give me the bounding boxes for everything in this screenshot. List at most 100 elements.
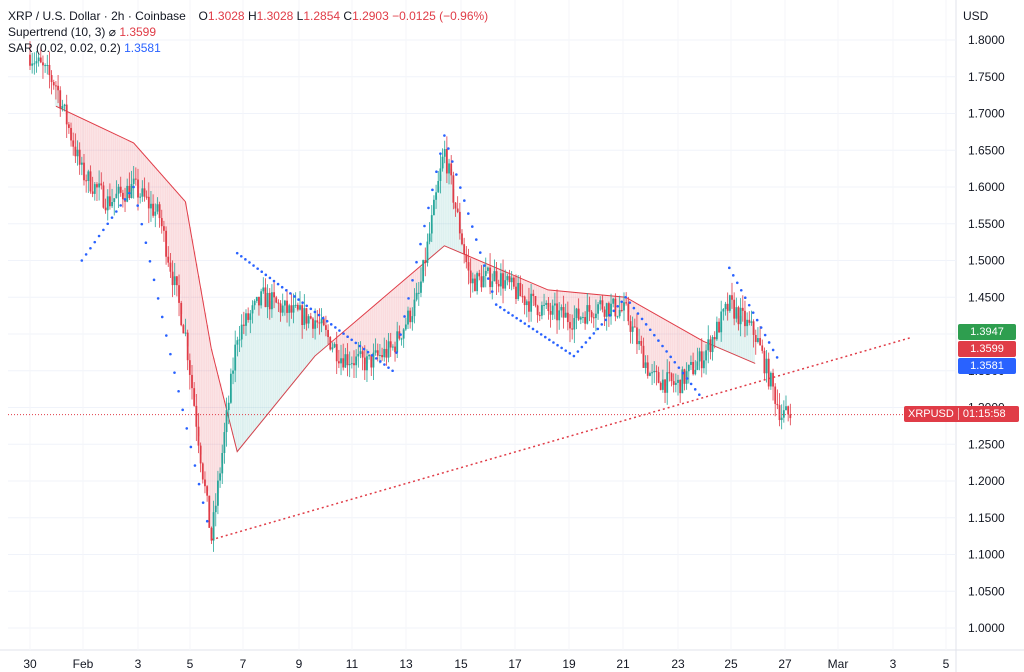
sar-dot bbox=[110, 216, 114, 219]
candle-body bbox=[309, 316, 312, 319]
candle-body bbox=[644, 362, 647, 368]
candle-body bbox=[579, 317, 582, 320]
legend-sar-row[interactable]: SAR (0.02, 0.02, 0.2) 1.3581 bbox=[8, 40, 488, 56]
supertrend-fill bbox=[670, 323, 673, 378]
high-value: 1.3028 bbox=[256, 9, 294, 23]
candle-body bbox=[523, 296, 526, 306]
candle-body bbox=[342, 358, 345, 368]
supertrend-fill bbox=[523, 279, 527, 301]
candle-body bbox=[171, 271, 174, 286]
candle-body bbox=[763, 350, 766, 374]
supertrend-fill bbox=[154, 167, 157, 214]
candle-body bbox=[785, 406, 787, 411]
candle-body bbox=[234, 344, 237, 371]
supertrend-fill bbox=[106, 130, 110, 204]
supertrend-fill bbox=[633, 302, 637, 327]
sar-dot bbox=[144, 241, 148, 245]
sar-dot bbox=[379, 360, 382, 363]
supertrend-fill bbox=[115, 134, 118, 196]
sar-dot bbox=[560, 346, 563, 350]
supertrend-fill bbox=[536, 285, 539, 311]
sar-dot bbox=[539, 333, 543, 336]
supertrend-fill bbox=[260, 298, 263, 423]
sar-dot bbox=[751, 311, 755, 314]
supertrend-fill bbox=[141, 152, 144, 193]
candle-body bbox=[173, 276, 176, 286]
supertrend-fill bbox=[143, 155, 146, 193]
sar-dot bbox=[338, 329, 341, 332]
candle-body bbox=[223, 432, 226, 453]
candle-body bbox=[337, 361, 340, 364]
sar-dot bbox=[123, 197, 127, 201]
supertrend-fill bbox=[532, 283, 535, 295]
supertrend-price-badge: 1.3599 bbox=[958, 341, 1016, 357]
sar-dot bbox=[552, 341, 555, 344]
candle-body bbox=[759, 338, 761, 346]
candle-body bbox=[158, 204, 161, 219]
candle-body bbox=[765, 358, 768, 374]
supertrend-fill bbox=[657, 315, 660, 378]
candle-body bbox=[402, 329, 405, 339]
candle-body bbox=[433, 199, 435, 216]
sar-dot bbox=[366, 350, 370, 354]
candle-body bbox=[303, 308, 306, 326]
sar-dot bbox=[503, 308, 506, 312]
candle-body bbox=[711, 336, 714, 353]
sar-dot bbox=[451, 160, 454, 163]
green-price-badge: 1.3947 bbox=[958, 324, 1016, 340]
supertrend-fill bbox=[659, 317, 663, 387]
sar-dot bbox=[439, 152, 442, 155]
supertrend-fill bbox=[694, 336, 697, 373]
supertrend-fill bbox=[147, 160, 151, 203]
sar-dot bbox=[189, 445, 193, 449]
sar-dot bbox=[689, 382, 693, 386]
candle-body bbox=[411, 316, 414, 323]
currency-selector[interactable]: USD bbox=[963, 9, 989, 23]
supertrend-fill bbox=[651, 312, 654, 373]
supertrend-fill bbox=[80, 118, 84, 164]
supertrend-fill bbox=[98, 126, 101, 186]
candle-body bbox=[191, 374, 193, 389]
sar-dot bbox=[735, 281, 739, 285]
sar-dot bbox=[268, 276, 272, 280]
candle-body bbox=[722, 309, 725, 312]
candle-body bbox=[448, 163, 450, 174]
supertrend-fill bbox=[581, 293, 585, 318]
candle-body bbox=[370, 354, 373, 368]
candle-body bbox=[558, 310, 561, 321]
candle-body bbox=[57, 85, 59, 91]
candle-body bbox=[61, 106, 64, 109]
candle-body bbox=[106, 196, 109, 211]
candle-body bbox=[487, 267, 489, 271]
supertrend-fill bbox=[72, 114, 75, 144]
candle-body bbox=[35, 61, 38, 64]
supertrend-fill bbox=[540, 287, 544, 311]
supertrend-fill bbox=[195, 263, 198, 417]
sar-dot bbox=[399, 333, 402, 336]
candle-body bbox=[307, 316, 310, 324]
y-tick-label: 1.5000 bbox=[968, 254, 1005, 268]
candle-body bbox=[504, 280, 507, 289]
sar-dot bbox=[624, 295, 627, 299]
candle-body bbox=[426, 241, 429, 264]
candle-body bbox=[508, 276, 511, 283]
candle-body bbox=[255, 296, 258, 301]
sar-dot bbox=[84, 253, 88, 256]
candle-body bbox=[515, 286, 517, 300]
candle-body bbox=[180, 302, 183, 326]
change-value: −0.0125 (−0.96%) bbox=[392, 9, 489, 23]
supertrend-fill bbox=[393, 287, 397, 350]
candle-body bbox=[692, 361, 695, 375]
sar-dot bbox=[127, 191, 131, 195]
y-tick-label: 1.0000 bbox=[968, 621, 1005, 635]
supertrend-fill bbox=[750, 322, 753, 362]
legend-supertrend-row[interactable]: Supertrend (10, 3) ⌀ 1.3599 bbox=[8, 24, 488, 40]
supertrend-fill bbox=[357, 319, 360, 356]
supertrend-fill bbox=[236, 342, 239, 452]
x-tick-label: 3 bbox=[135, 657, 142, 671]
visibility-icon[interactable]: ⌀ bbox=[108, 25, 116, 39]
candle-body bbox=[744, 310, 746, 327]
supertrend-fill bbox=[322, 321, 326, 349]
candle-body bbox=[253, 300, 256, 306]
